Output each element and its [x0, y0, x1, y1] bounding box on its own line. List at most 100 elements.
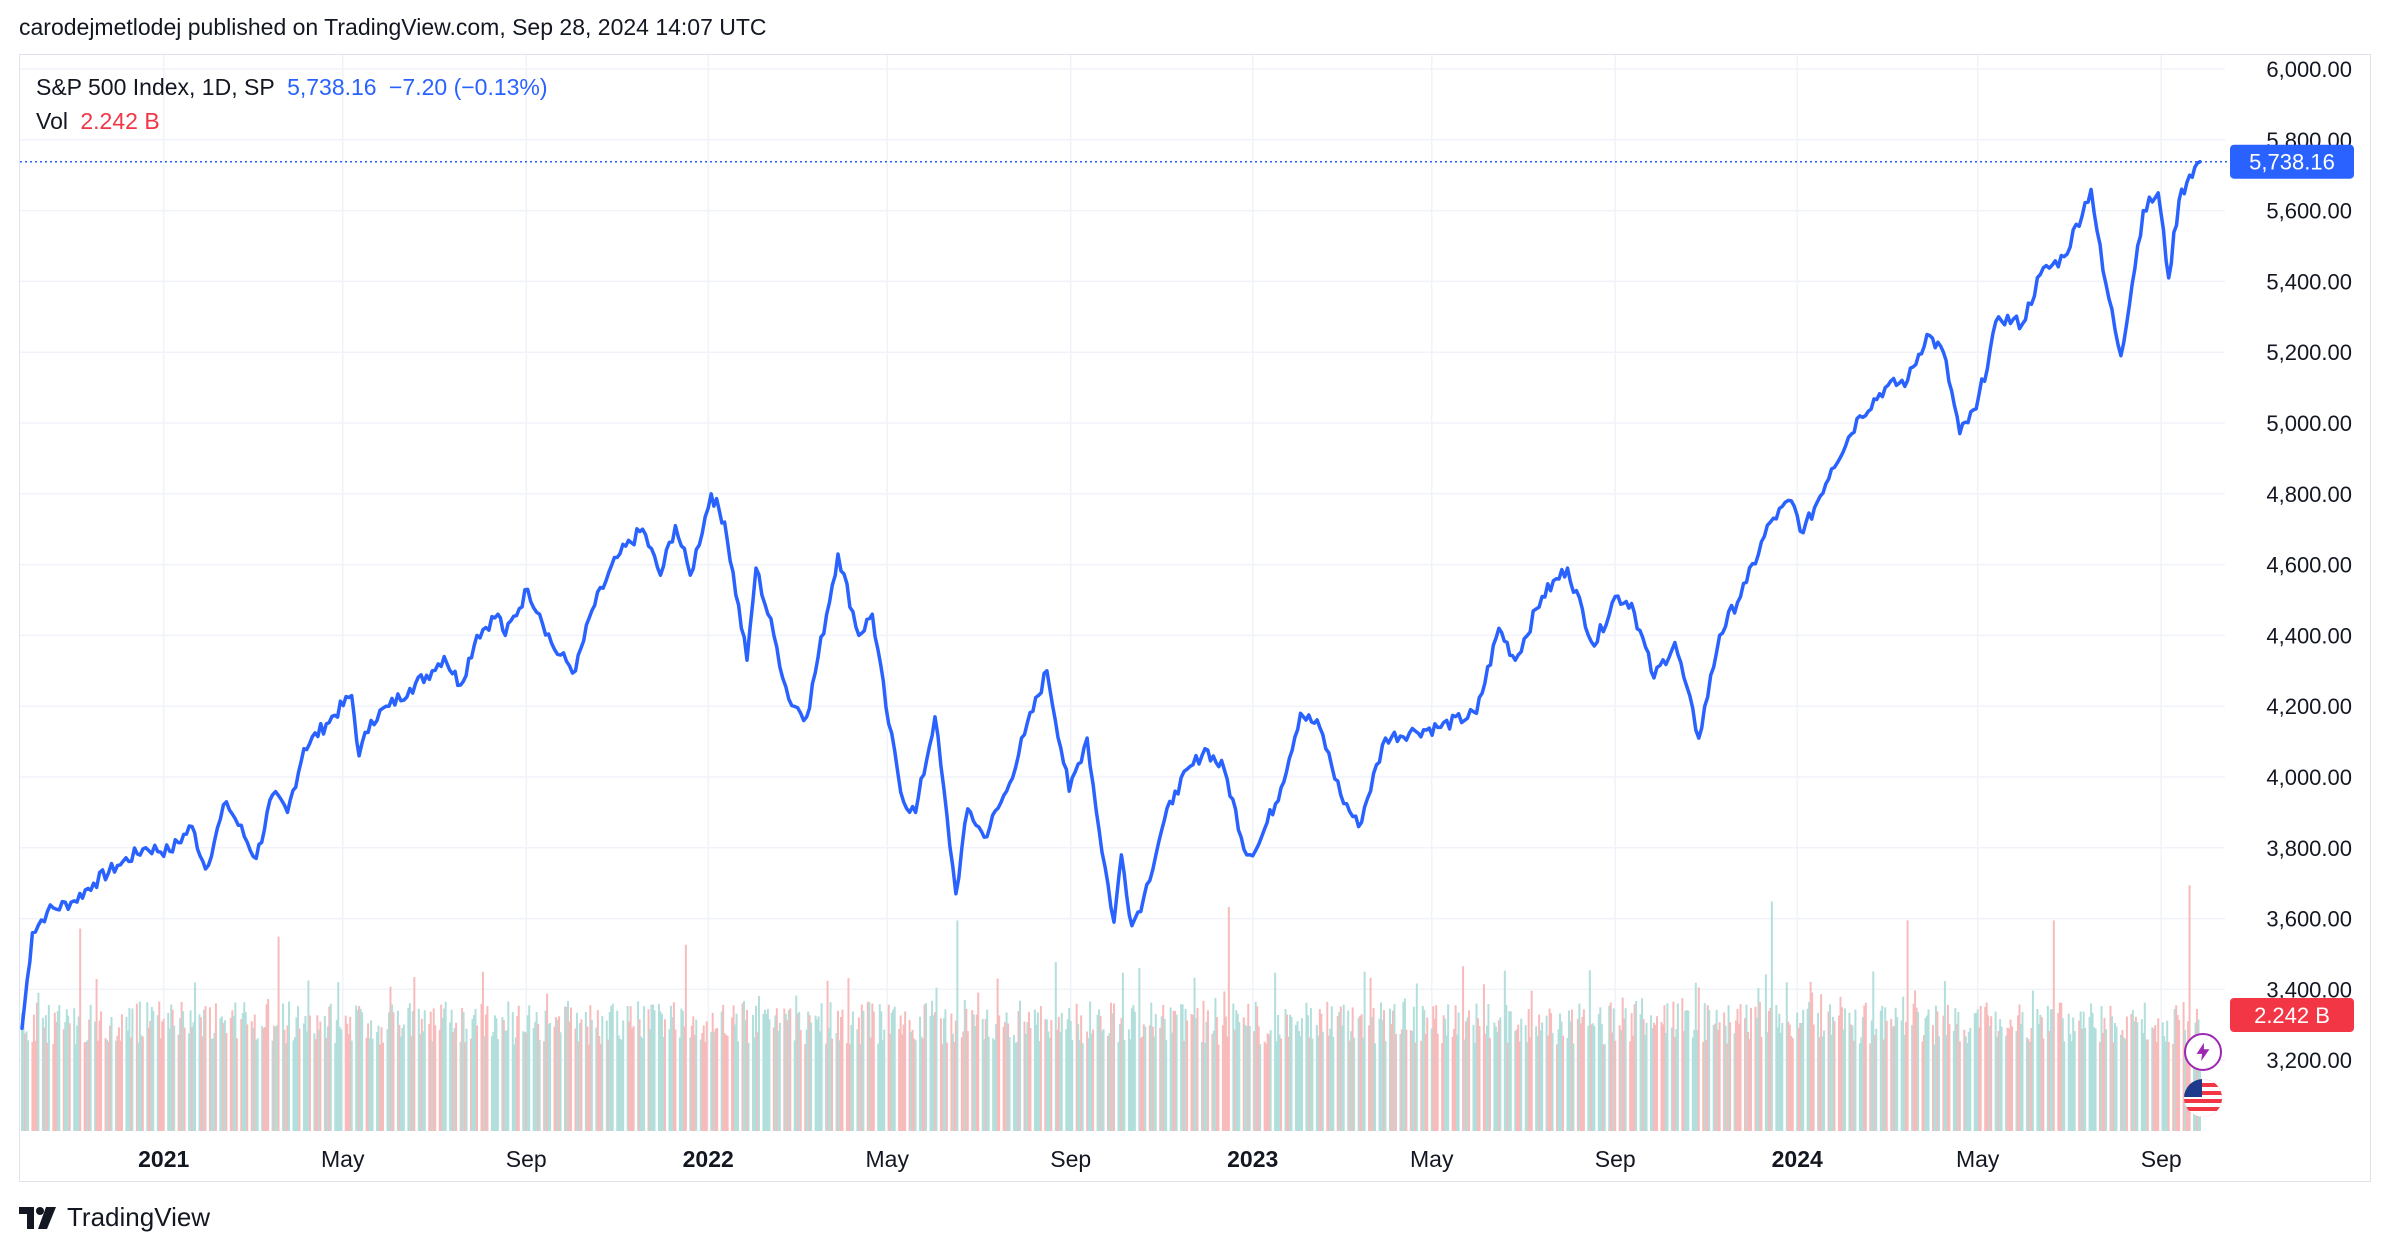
- volume-bar: [1535, 1026, 1538, 1131]
- volume-bar: [601, 1016, 604, 1131]
- volume-bar: [1854, 1009, 1857, 1131]
- volume-bar: [495, 1018, 498, 1131]
- volume-bar: [564, 1006, 567, 1131]
- volume-bar: [358, 1006, 361, 1131]
- volume-bar: [919, 1016, 922, 1131]
- chart-canvas[interactable]: 6,000.005,800.005,600.005,400.005,200.00…: [20, 55, 2372, 1183]
- volume-bar: [117, 1027, 120, 1131]
- volume-bar: [234, 1002, 237, 1131]
- y-tick-label: 5,200.00: [2266, 340, 2352, 365]
- volume-bar: [1112, 1003, 1115, 1131]
- volume-bar: [1071, 1039, 1074, 1131]
- y-tick-label: 4,600.00: [2266, 553, 2352, 578]
- us-flag-icon[interactable]: [2184, 1079, 2222, 1117]
- volume-bar: [225, 1033, 228, 1131]
- volume-bar: [2154, 1025, 2157, 1131]
- volume-bar: [100, 1011, 103, 1131]
- volume-bar: [1476, 1018, 1479, 1131]
- volume-bar: [768, 1019, 771, 1131]
- volume-bar: [2036, 1009, 2039, 1131]
- volume-bar: [219, 1018, 222, 1131]
- volume-bar: [1985, 1002, 1988, 1131]
- volume-bar: [1914, 990, 1917, 1131]
- volume-bar: [296, 1006, 299, 1131]
- volume-bar: [486, 1006, 489, 1131]
- volume-bar: [496, 1039, 499, 1131]
- volume-bar: [944, 1009, 947, 1131]
- chart-frame[interactable]: 6,000.00 5,800.00 5,600.00 5,400.00 5,200.00…: [19, 54, 2371, 1182]
- volume-bar: [1708, 1009, 1711, 1131]
- volume-bar: [307, 980, 310, 1131]
- volume-bar: [657, 1004, 660, 1131]
- volume-bar: [762, 1013, 765, 1131]
- volume-bar: [2079, 1011, 2082, 1131]
- volume-bar: [974, 1026, 977, 1131]
- lightning-icon[interactable]: [2184, 1033, 2222, 1071]
- volume-bar: [883, 1029, 886, 1131]
- volume-bar: [440, 1004, 443, 1131]
- volume-bar: [1973, 1013, 1976, 1131]
- volume-bar: [1676, 1003, 1679, 1131]
- volume-bar: [2070, 1041, 2073, 1131]
- volume-bar: [546, 993, 549, 1131]
- volume-bar: [1426, 1017, 1429, 1131]
- volume-bar: [933, 1012, 936, 1131]
- volume-bar: [566, 1001, 569, 1131]
- legend-volume-row[interactable]: Vol 2.242 B: [36, 104, 554, 138]
- volume-bar: [860, 1004, 863, 1131]
- volume-bar: [857, 1017, 860, 1131]
- volume-bar: [1203, 1043, 1206, 1131]
- volume-bar: [2142, 1033, 2145, 1131]
- volume-bar: [898, 1029, 901, 1131]
- volume-bar: [241, 1012, 244, 1131]
- volume-bar: [1566, 1038, 1569, 1131]
- volume-bar: [1035, 1024, 1038, 1131]
- volume-bar: [1694, 982, 1697, 1131]
- x-tick-label: 2024: [1772, 1146, 1823, 1172]
- volume-bar: [317, 1029, 320, 1131]
- volume-bar: [723, 1033, 726, 1131]
- volume-bar: [298, 1028, 301, 1131]
- volume-bar: [1591, 1023, 1594, 1131]
- volume-bar: [264, 1027, 267, 1131]
- volume-bar: [2151, 1027, 2154, 1131]
- volume-bar: [1872, 971, 1875, 1131]
- volume-bar: [271, 1040, 274, 1131]
- legend-price-row[interactable]: S&P 500 Index, 1D, SP 5,738.16 −7.20 (−0…: [36, 70, 554, 104]
- volume-bar: [1863, 1005, 1866, 1131]
- volume-bar: [1545, 1015, 1548, 1131]
- volume-bar: [86, 1040, 89, 1131]
- volume-bar: [1508, 1011, 1511, 1131]
- volume-bar: [848, 1044, 851, 1131]
- tradingview-brand[interactable]: TradingView: [19, 1202, 210, 1233]
- volume-bar: [544, 1010, 547, 1131]
- volume-bar: [295, 1017, 298, 1131]
- volume-bar: [444, 1001, 447, 1131]
- volume-bar: [2081, 1028, 2084, 1131]
- volume-bar: [1195, 1018, 1198, 1131]
- volume-bar: [1633, 1004, 1636, 1131]
- volume-bar: [935, 987, 938, 1131]
- volume-bar: [1849, 1024, 1852, 1131]
- volume-bar: [2060, 1002, 2063, 1131]
- published-by-line: carodejmetlodej published on TradingView…: [19, 14, 767, 40]
- volume-bar: [2078, 1020, 2081, 1131]
- volume-bar: [826, 980, 829, 1131]
- volume-bar: [1451, 1037, 1454, 1131]
- price-series-line: [20, 159, 2202, 1031]
- volume-bar: [1924, 1018, 1927, 1131]
- volume-bar: [1839, 996, 1842, 1131]
- volume-bar: [1599, 1007, 1602, 1131]
- volume-bar: [1760, 1037, 1763, 1131]
- volume-bar: [1274, 972, 1277, 1131]
- volume-bar: [1330, 1006, 1333, 1131]
- volume-bar: [492, 1032, 495, 1131]
- volume-bar: [553, 1026, 556, 1131]
- volume-bar: [1890, 1018, 1893, 1131]
- volume-bar: [1332, 1036, 1335, 1131]
- volume-bar: [2134, 1016, 2137, 1131]
- volume-bar: [1529, 1037, 1532, 1131]
- volume-bar: [628, 1021, 631, 1131]
- volume-bar: [2028, 1041, 2031, 1131]
- volume-bar: [1830, 1034, 1833, 1131]
